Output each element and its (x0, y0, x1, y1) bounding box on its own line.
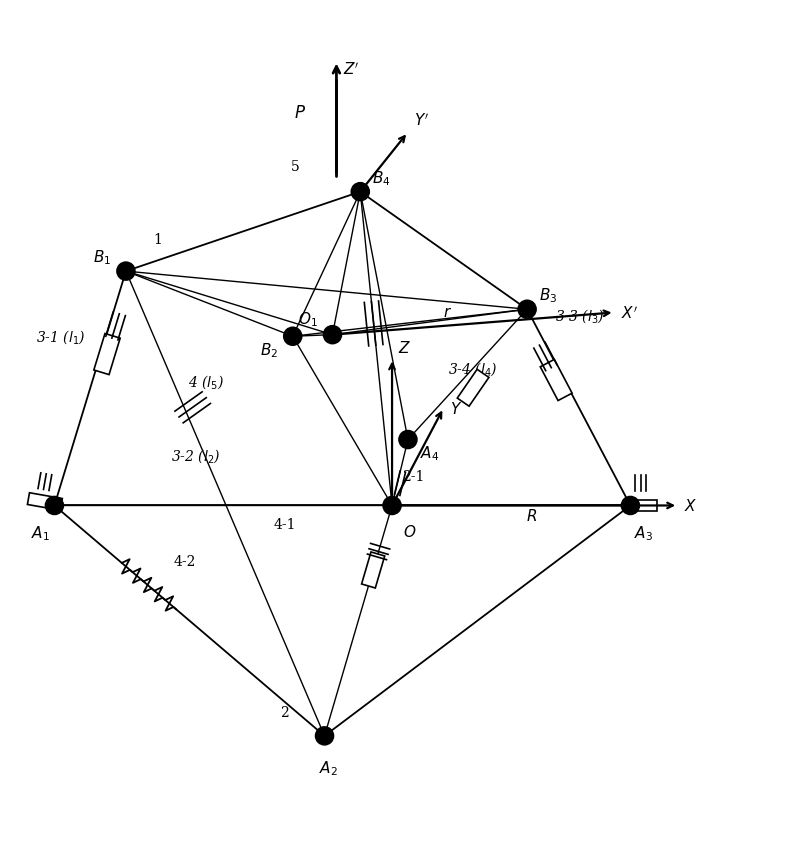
Polygon shape (27, 493, 62, 511)
Circle shape (117, 263, 134, 281)
Circle shape (399, 431, 417, 449)
Text: 4 ($l_5$): 4 ($l_5$) (188, 373, 224, 390)
Text: 2: 2 (281, 705, 289, 719)
Text: $A_4$: $A_4$ (420, 444, 439, 462)
Text: $Y'$: $Y'$ (414, 113, 430, 129)
Polygon shape (458, 370, 489, 406)
Text: $A_3$: $A_3$ (634, 523, 654, 542)
Polygon shape (94, 334, 120, 375)
Text: 4-2: 4-2 (174, 554, 196, 568)
Text: $O_1$: $O_1$ (298, 310, 318, 329)
Polygon shape (362, 552, 385, 588)
Text: $P$: $P$ (294, 104, 306, 121)
Text: 3-3 ($l_3$): 3-3 ($l_3$) (555, 307, 604, 325)
Text: $B_2$: $B_2$ (260, 341, 278, 360)
Text: $Z$: $Z$ (398, 339, 411, 355)
Text: $B_3$: $B_3$ (539, 287, 558, 305)
Circle shape (351, 183, 369, 201)
Text: $X'$: $X'$ (621, 305, 638, 321)
Text: $B_4$: $B_4$ (372, 169, 390, 188)
Text: $A_1$: $A_1$ (31, 523, 50, 542)
Text: 3-2 ($l_2$): 3-2 ($l_2$) (171, 447, 221, 465)
Text: $Z'$: $Z'$ (343, 61, 359, 78)
Text: $O$: $O$ (403, 523, 417, 539)
Text: 2-1: 2-1 (402, 469, 424, 484)
Text: $A_2$: $A_2$ (319, 759, 338, 777)
Text: $R$: $R$ (526, 507, 537, 523)
Circle shape (316, 728, 334, 745)
Polygon shape (540, 360, 572, 401)
Text: $B_1$: $B_1$ (94, 248, 112, 267)
Text: 3-4 ($l_4$): 3-4 ($l_4$) (448, 360, 497, 377)
Text: 5: 5 (290, 160, 299, 174)
Text: 4-1: 4-1 (274, 517, 296, 532)
Circle shape (383, 497, 401, 515)
Text: 3-1 ($l_1$): 3-1 ($l_1$) (36, 328, 86, 346)
Polygon shape (624, 500, 658, 511)
Circle shape (324, 326, 342, 344)
Text: 1: 1 (154, 233, 162, 247)
Text: $X$: $X$ (685, 498, 698, 514)
Circle shape (46, 497, 63, 515)
Circle shape (518, 301, 536, 319)
Circle shape (284, 328, 302, 345)
Text: $r$: $r$ (443, 306, 452, 320)
Text: $Y$: $Y$ (450, 400, 462, 416)
Circle shape (622, 497, 639, 515)
